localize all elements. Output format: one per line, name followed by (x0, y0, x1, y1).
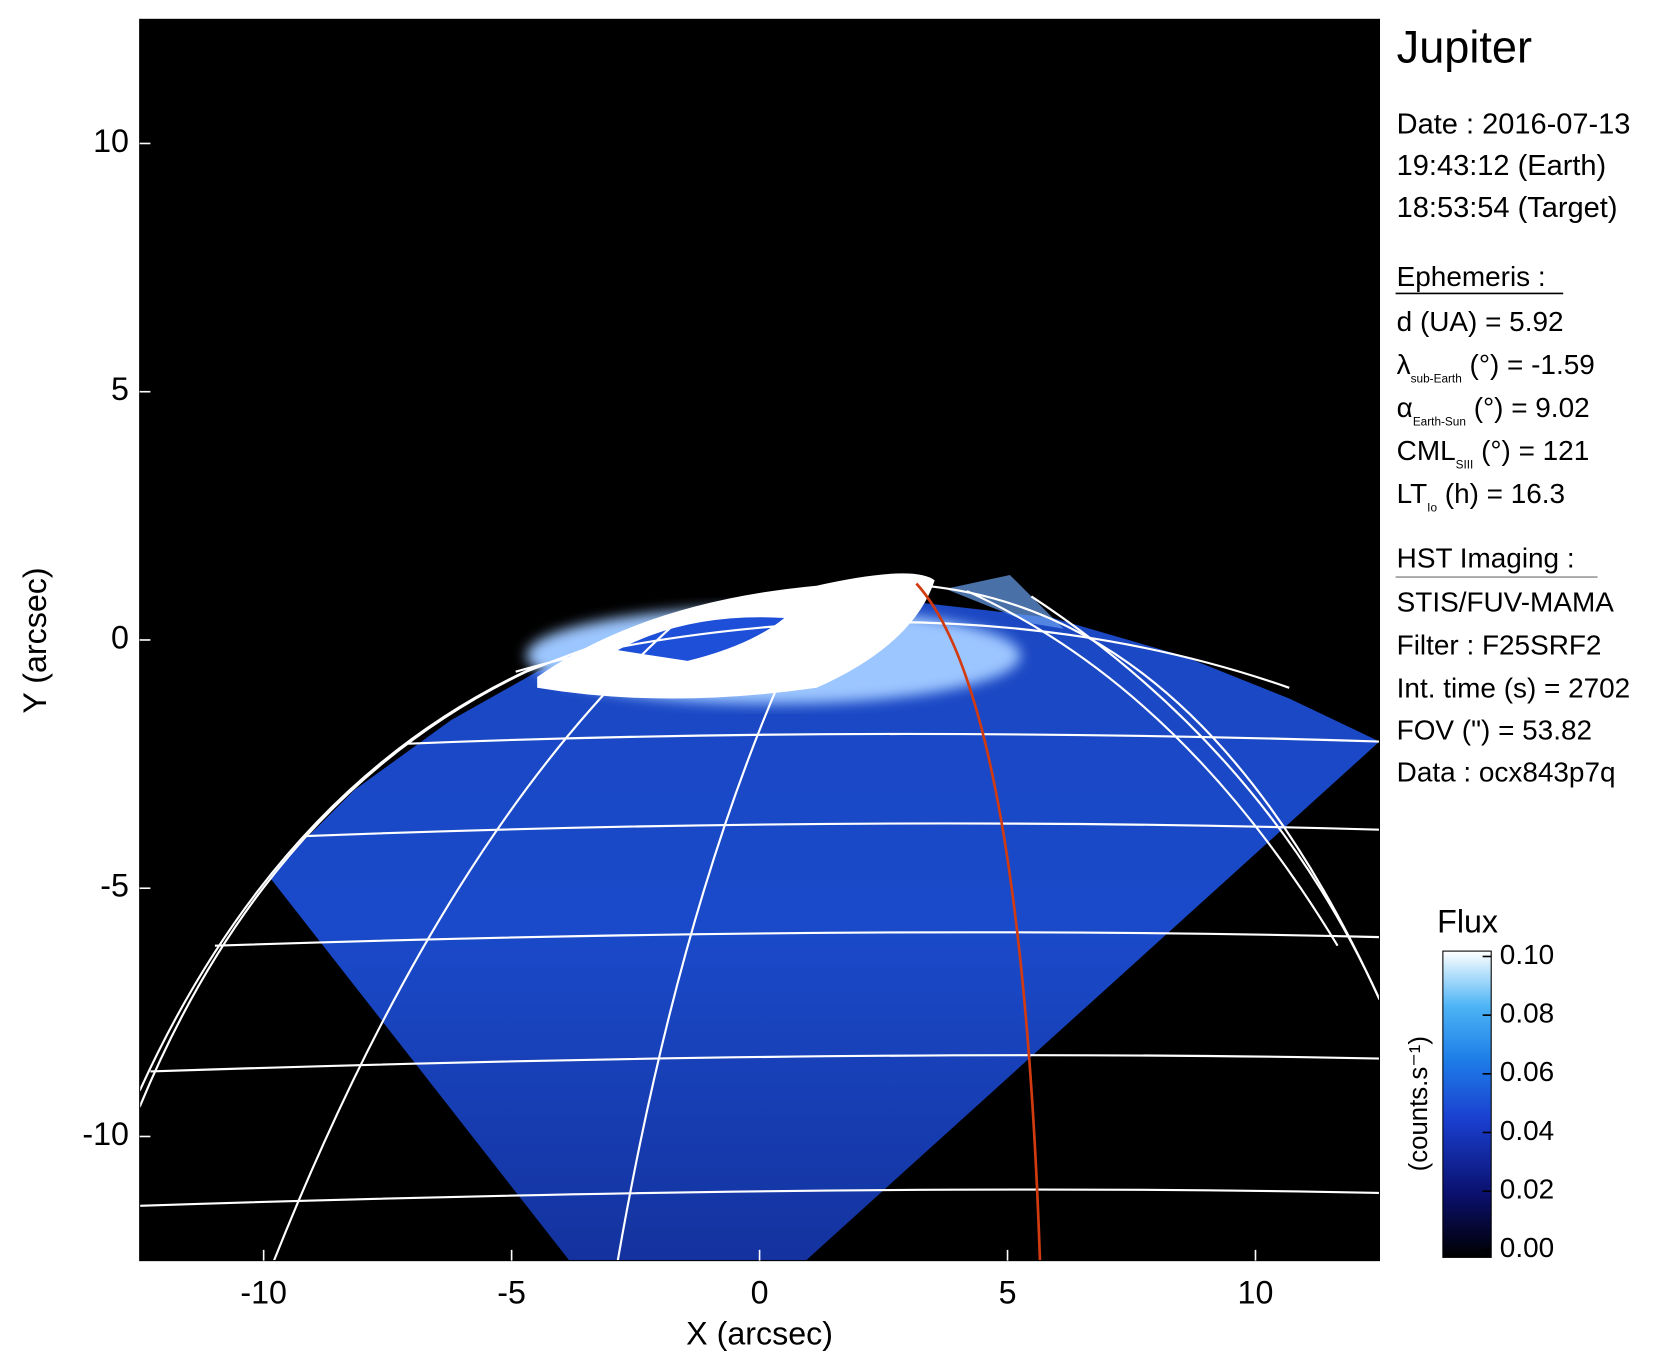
latitude (408, 732, 1380, 745)
y-tick-label: -5 (100, 868, 129, 904)
latitude (515, 620, 1290, 689)
hst-line: STIS/FUV-MAMA (1397, 586, 1615, 617)
target-name: Jupiter (1397, 21, 1532, 72)
ephemeris-item: λsub-Earth (°) = -1.59 (1397, 349, 1595, 386)
item-value: 53.82 (1522, 714, 1592, 745)
item-subscript: Earth-Sun (1413, 415, 1466, 429)
item-unit: (h) = (1437, 478, 1503, 509)
info-panel: Jupiter Date : 2016-07-13 19:43:12 (Earth)… (1395, 21, 1631, 787)
x-tick-label: 5 (999, 1275, 1017, 1311)
y-tick-label: 10 (93, 123, 129, 159)
ephemeris-heading: Ephemeris : (1397, 261, 1546, 292)
colorbar-tick-label: 0.00 (1500, 1232, 1554, 1263)
colorbar-tick-label: 0.10 (1500, 939, 1554, 970)
date-line: 18:53:54 (Target) (1397, 192, 1618, 224)
hst-line: Filter : F25SRF2 (1397, 629, 1602, 660)
y-tick-label: 0 (111, 619, 129, 655)
item-value: -1.59 (1531, 349, 1595, 380)
item-subscript: Io (1427, 501, 1437, 515)
ephemeris-item: d (UA) = 5.92 (1397, 306, 1564, 337)
latitude (139, 1188, 1380, 1207)
item-value: 121 (1543, 435, 1590, 466)
colorbar-tick-label: 0.02 (1500, 1174, 1554, 1205)
disk (268, 601, 1380, 1261)
hst-item: Int. time (s) = 2702 (1397, 672, 1631, 703)
item-value: 16.3 (1511, 478, 1565, 509)
longitude (272, 611, 689, 1261)
longitude (616, 601, 818, 1261)
item-name: λ (1397, 349, 1411, 380)
colorbar-tick-label: 0.04 (1500, 1115, 1554, 1146)
item-unit: (°) = (1466, 392, 1528, 423)
colorbar-label: (counts.s⁻¹) (1405, 1036, 1433, 1171)
longitude (966, 590, 1339, 947)
item-name: LT (1397, 478, 1428, 509)
colorbar (1442, 950, 1492, 1258)
date-line: 19:43:12 (Earth) (1397, 150, 1607, 182)
y-axis-label: Y (arcsec) (17, 567, 53, 713)
ephemeris-item: αEarth-Sun (°) = 9.02 (1397, 392, 1590, 429)
item-unit: (°) = (1473, 435, 1535, 466)
item-name: FOV (") = (1397, 714, 1515, 745)
item-unit: (°) = (1462, 349, 1524, 380)
x-tick-label: -10 (240, 1275, 287, 1311)
x-tick-label: -5 (497, 1275, 526, 1311)
ephemeris-item: LTIo (h) = 16.3 (1397, 478, 1565, 515)
latitude (306, 822, 1380, 838)
hst-heading: HST Imaging : (1397, 542, 1575, 573)
aurora-gap (617, 617, 785, 661)
item-name: CML (1397, 435, 1456, 466)
image (139, 573, 1380, 1261)
colorbar-tick-label: 0.06 (1500, 1056, 1554, 1087)
x-axis-label: X (arcsec) (686, 1315, 833, 1351)
y-tick-label: -10 (82, 1116, 129, 1152)
x-tick-label: 10 (1238, 1275, 1274, 1311)
item-subscript: SIII (1456, 458, 1474, 472)
meridian (915, 582, 1042, 1261)
colorbar-tick-label: 0.08 (1500, 998, 1554, 1029)
hst-data: Data : ocx843p7q (1397, 756, 1616, 787)
hst-item: FOV (") = 53.82 (1397, 714, 1592, 745)
item-name: d (UA) (1397, 306, 1478, 337)
colorbar-title: Flux (1437, 904, 1498, 940)
latitude (214, 931, 1380, 947)
limb (139, 584, 1380, 1108)
ephemeris-item: CMLSIII (°) = 121 (1397, 435, 1590, 472)
item-value: 5.92 (1509, 306, 1563, 337)
y-tick-label: 5 (111, 371, 129, 407)
item-value: 9.02 (1535, 392, 1589, 423)
item-name: α (1397, 392, 1413, 423)
item-subscript: sub-Earth (1411, 372, 1462, 386)
limb (139, 667, 533, 1092)
latitude (150, 1054, 1380, 1073)
date-line: Date : 2016-07-13 (1397, 108, 1631, 140)
item-value: 2702 (1568, 672, 1630, 703)
item-name: Int. time (s) = (1397, 672, 1561, 703)
x-tick-label: 0 (751, 1275, 769, 1311)
item-unit: = (1477, 306, 1501, 337)
longitude (1030, 595, 1380, 1000)
